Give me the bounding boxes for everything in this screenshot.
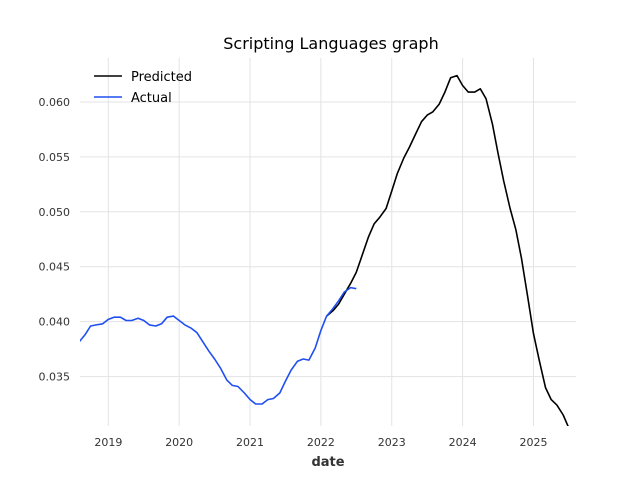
x-tick-label: 2021 xyxy=(236,436,264,449)
x-tick-label: 2022 xyxy=(307,436,335,449)
x-tick-label: 2019 xyxy=(94,436,122,449)
x-axis-title: date xyxy=(311,455,344,470)
y-tick-label: 0.060 xyxy=(39,96,71,109)
grid xyxy=(80,58,576,426)
y-tick-label: 0.035 xyxy=(39,371,71,384)
y-axis: 0.035 0.040 0.045 0.050 0.055 0.060 xyxy=(39,96,71,384)
x-tick-label: 2025 xyxy=(519,436,547,449)
legend: Predicted Actual xyxy=(94,70,192,106)
series-line-actual xyxy=(80,286,357,405)
series-layer xyxy=(80,74,569,426)
y-tick-label: 0.040 xyxy=(39,316,71,329)
series-line-predicted xyxy=(326,74,569,426)
y-tick-label: 0.055 xyxy=(39,151,71,164)
y-tick-label: 0.050 xyxy=(39,206,71,219)
chart-title: Scripting Languages graph xyxy=(223,34,438,53)
x-tick-label: 2023 xyxy=(378,436,406,449)
legend-label-predicted: Predicted xyxy=(131,70,192,85)
x-tick-label: 2020 xyxy=(165,436,193,449)
legend-label-actual: Actual xyxy=(131,91,172,106)
x-tick-label: 2024 xyxy=(449,436,477,449)
x-axis: 2019 2020 2021 2022 2023 2024 2025 xyxy=(94,436,547,449)
y-tick-label: 0.045 xyxy=(39,261,71,274)
